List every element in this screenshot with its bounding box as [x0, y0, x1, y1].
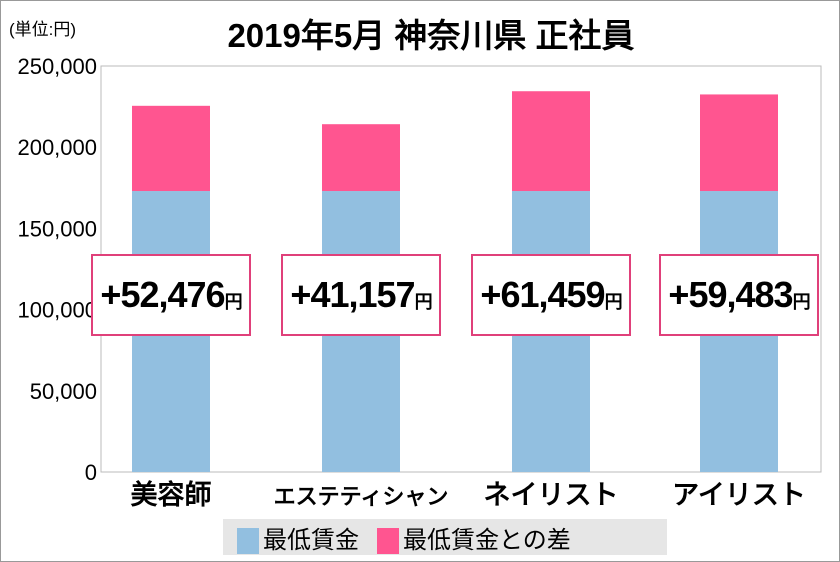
legend: 最低賃金 最低賃金との差 — [223, 519, 667, 555]
data-label: +41,157 円 — [281, 254, 441, 336]
legend-item-difference: 最低賃金との差 — [377, 520, 571, 555]
y-tick-label: 200,000 — [17, 135, 97, 160]
data-label: +59,483 円 — [659, 254, 819, 336]
data-label-value: +41,157 — [290, 274, 415, 315]
data-label: +61,459 円 — [471, 254, 631, 336]
x-tick-label: エステティシャン — [274, 484, 449, 509]
y-tick-label: 50,000 — [30, 379, 97, 404]
legend-label: 最低賃金との差 — [403, 526, 571, 554]
data-label: +52,476 円 — [91, 254, 251, 336]
y-tick-label: 100,000 — [17, 298, 97, 323]
legend-swatch — [237, 528, 259, 555]
legend-swatch — [377, 528, 399, 555]
y-tick-label: 150,000 — [17, 216, 97, 241]
bar-difference — [700, 94, 778, 192]
y-tick-label: 250,000 — [17, 54, 97, 79]
x-tick-label: アイリスト — [672, 480, 806, 510]
data-label-unit: 円 — [224, 292, 243, 312]
data-label-unit: 円 — [792, 292, 811, 312]
bar-difference — [132, 105, 210, 192]
unit-label: (単位:円) — [9, 20, 77, 39]
data-label-unit: 円 — [604, 292, 623, 312]
data-label-value: +52,476 — [100, 274, 225, 315]
data-label-unit: 円 — [414, 292, 433, 312]
chart-title: 2019年5月 神奈川県 正社員 — [227, 17, 635, 54]
legend-label: 最低賃金 — [263, 526, 359, 554]
data-label-value: +61,459 — [480, 274, 605, 315]
y-tick-label: 0 — [85, 460, 97, 485]
x-tick-label: ネイリスト — [484, 480, 619, 510]
bar-difference — [322, 124, 400, 192]
plot-area: 0 50,000 100,000 150,000 200,000 250,000 美容師 エス… — [17, 54, 822, 510]
x-tick-label: 美容師 — [131, 479, 212, 510]
data-label-value: +59,483 — [668, 274, 793, 315]
legend-item-min-wage: 最低賃金 — [237, 520, 359, 555]
bar-difference — [512, 91, 590, 192]
